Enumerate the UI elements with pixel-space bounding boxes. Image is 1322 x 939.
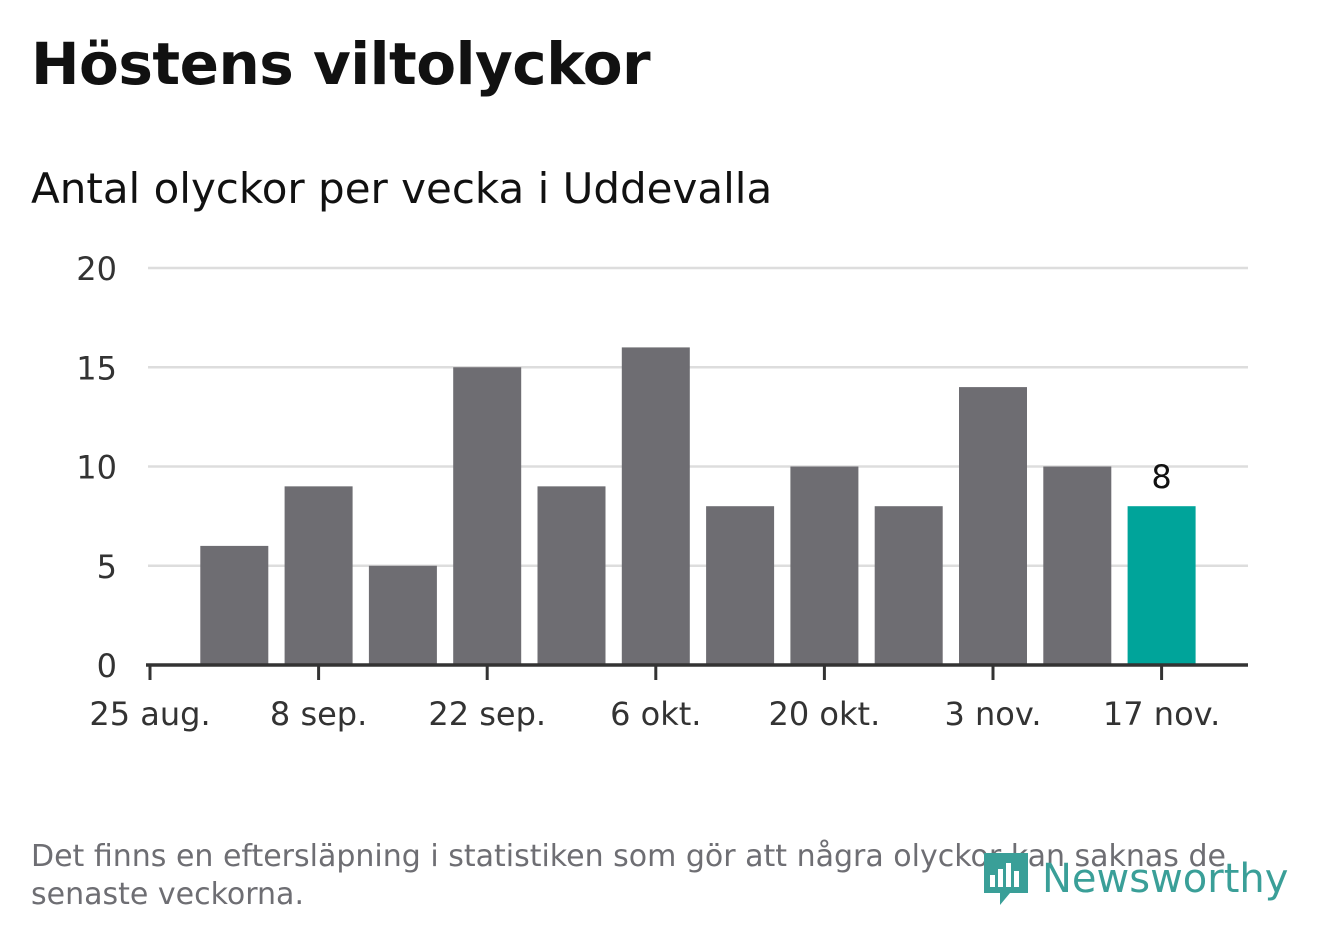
bar: [200, 545, 269, 665]
bar: [790, 466, 859, 665]
annotations: 8: [1151, 458, 1171, 496]
logo-text: Newsworthy: [1042, 856, 1289, 902]
highlight-value-label: 8: [1151, 458, 1171, 496]
bar: [959, 387, 1027, 665]
bars: [200, 347, 1196, 665]
chart-title: Höstens viltolyckor: [31, 30, 651, 98]
chart-subtitle: Antal olyckor per vecka i Uddevalla: [31, 164, 773, 213]
x-tick-label: 17 nov.: [1103, 695, 1220, 733]
bar: [874, 506, 943, 665]
x-axis: [146, 663, 1248, 680]
x-tick-label: 20 okt.: [769, 695, 881, 733]
bar: [284, 486, 353, 665]
bar: [1043, 466, 1112, 665]
x-axis-tick-labels: 25 aug. 8 sep. 22 sep. 6 okt. 20 okt. 3 nov. 1…: [89, 695, 1220, 733]
y-tick-label: 20: [76, 250, 117, 288]
bar-highlighted: [1127, 506, 1196, 665]
y-axis-tick-labels: 0 5 10 15 20: [76, 250, 117, 685]
x-tick-label: 6 okt.: [610, 695, 701, 733]
bar: [621, 347, 690, 665]
y-tick-label: 0: [97, 647, 117, 685]
newsworthy-logo-icon: [984, 853, 1028, 905]
x-tick-label: 22 sep.: [428, 695, 546, 733]
y-tick-label: 5: [97, 548, 117, 586]
x-tick-label: 3 nov.: [944, 695, 1041, 733]
bar: [368, 565, 437, 665]
bar: [706, 506, 775, 665]
x-tick-label: 25 aug.: [89, 695, 210, 733]
y-tick-label: 15: [76, 349, 117, 387]
bar: [537, 486, 606, 665]
x-tick-label: 8 sep.: [270, 695, 367, 733]
bar: [453, 367, 522, 665]
bar-chart: 0 5 10 15 20 25 aug. 8 sep. 22 sep. 6 okt. 20 ok…: [76, 250, 1248, 733]
newsworthy-logo: Newsworthy: [980, 848, 1288, 910]
y-tick-label: 10: [76, 449, 117, 487]
